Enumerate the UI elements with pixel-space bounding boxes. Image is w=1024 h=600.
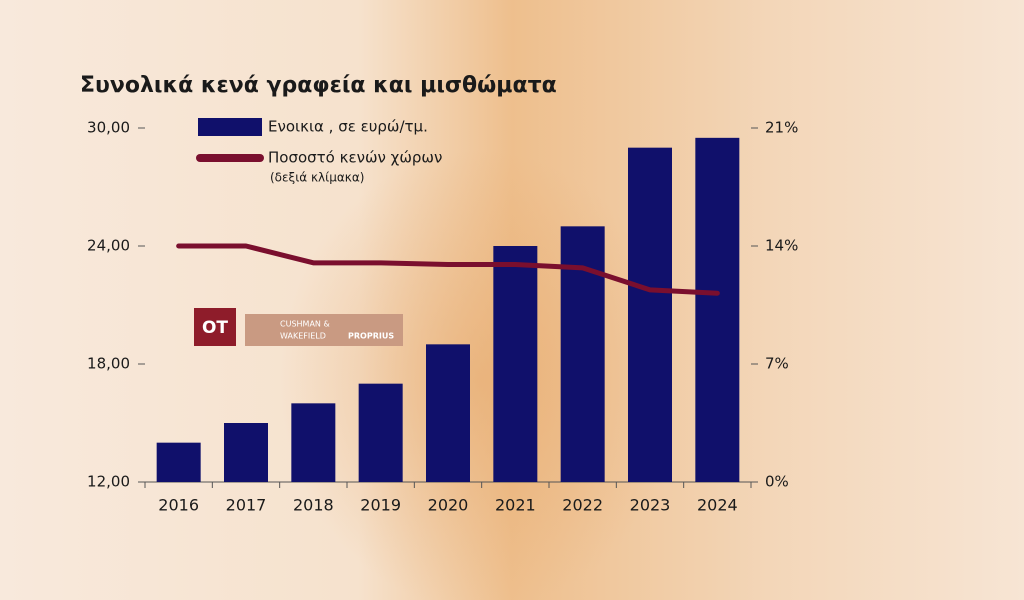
- y2-tick-label: 0%: [765, 473, 789, 491]
- y2-tick-label: 14%: [765, 237, 798, 255]
- x-tick-label: 2016: [158, 496, 199, 515]
- bar: [493, 246, 538, 482]
- y2-tick-label: 21%: [765, 119, 798, 137]
- legend-label: Ενοικια , σε ευρώ/τμ.: [268, 118, 428, 136]
- bar: [358, 383, 403, 482]
- x-tick-label: 2022: [562, 496, 603, 515]
- logo-box: [245, 314, 403, 346]
- logo-cw: CUSHMAN & WAKEFIELD PROPRIUS: [245, 314, 403, 346]
- legend-swatch: [198, 118, 262, 136]
- bar: [695, 137, 740, 483]
- bar: [156, 442, 201, 482]
- y-tick-label: 18,00: [87, 355, 130, 373]
- x-tick-label: 2017: [226, 496, 267, 515]
- x-tick-label: 2023: [630, 496, 671, 515]
- line: [176, 243, 720, 296]
- logo-text: WAKEFIELD: [280, 332, 326, 341]
- legend-label: Ποσοστό κενών χώρων: [268, 149, 442, 167]
- x-tick-label: 2021: [495, 496, 536, 515]
- y-tick-label: 12,00: [87, 473, 130, 491]
- bar: [291, 403, 336, 482]
- bar: [426, 344, 470, 482]
- legend-note: (δεξιά κλίμακα): [270, 171, 364, 185]
- chart-title: Συνολικά κενά γραφεία και μισθώματα: [80, 73, 557, 98]
- logo-ot: OT: [194, 308, 236, 346]
- y-tick-label: 30,00: [87, 119, 130, 137]
- x-tick-label: 2018: [293, 496, 334, 515]
- bar: [628, 147, 672, 482]
- x-tick-label: 2019: [360, 496, 401, 515]
- background-glow: [280, 150, 680, 600]
- logo-box: [194, 308, 236, 346]
- bar: [224, 423, 268, 482]
- y-tick-label: 24,00: [87, 237, 130, 255]
- y2-tick-label: 7%: [765, 355, 789, 373]
- logo-text: OT: [202, 318, 228, 338]
- x-tick-label: 2024: [697, 496, 738, 515]
- x-tick-label: 2020: [428, 496, 469, 515]
- logo-text: CUSHMAN &: [280, 320, 330, 329]
- logo-text: PROPRIUS: [348, 332, 394, 341]
